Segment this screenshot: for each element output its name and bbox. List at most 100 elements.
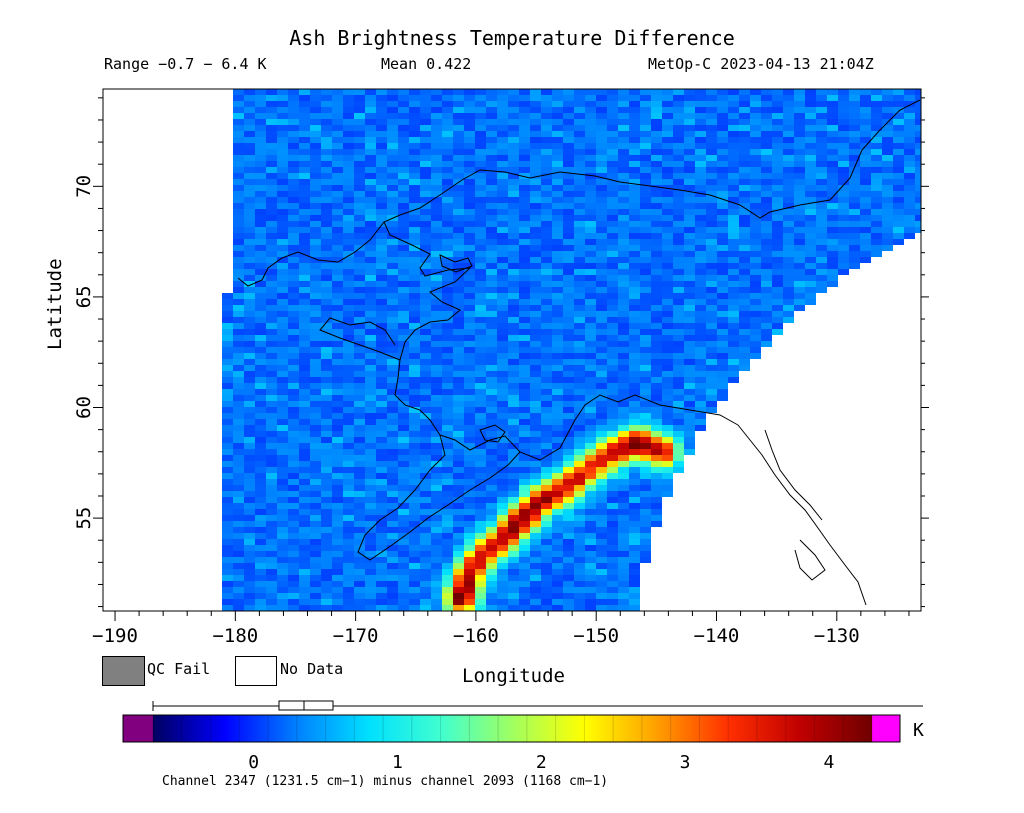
data-cell	[651, 503, 662, 509]
data-cell	[662, 449, 673, 455]
data-cell	[420, 575, 431, 581]
data-cell	[420, 143, 431, 149]
data-cell	[409, 563, 420, 569]
data-cell	[442, 587, 453, 593]
data-cell	[277, 575, 288, 581]
data-cell	[321, 443, 332, 449]
data-cell	[343, 569, 354, 575]
data-cell	[442, 155, 453, 161]
data-cell	[233, 293, 244, 299]
data-cell	[717, 131, 728, 137]
data-cell	[376, 347, 387, 353]
data-cell	[563, 569, 574, 575]
data-cell	[607, 593, 618, 599]
data-cell	[453, 95, 464, 101]
data-cell	[519, 125, 530, 131]
data-cell	[299, 185, 310, 191]
data-cell	[255, 509, 266, 515]
data-cell	[607, 533, 618, 539]
data-cell	[299, 221, 310, 227]
data-cell	[893, 209, 904, 215]
data-cell	[431, 89, 442, 95]
x-tick-label: −130	[814, 625, 860, 647]
data-cell	[431, 455, 442, 461]
data-cell	[321, 215, 332, 221]
data-cell	[343, 431, 354, 437]
data-cell	[222, 521, 233, 527]
data-cell	[585, 461, 596, 467]
data-cell	[519, 587, 530, 593]
data-cell	[365, 203, 376, 209]
data-cell	[343, 485, 354, 491]
data-cell	[816, 143, 827, 149]
data-cell	[640, 299, 651, 305]
data-cell	[673, 107, 684, 113]
data-cell	[398, 137, 409, 143]
data-cell	[750, 341, 761, 347]
data-cell	[651, 341, 662, 347]
data-cell	[486, 443, 497, 449]
data-cell	[431, 419, 442, 425]
data-cell	[266, 437, 277, 443]
data-cell	[849, 161, 860, 167]
data-cell	[673, 179, 684, 185]
data-cell	[376, 407, 387, 413]
data-cell	[244, 341, 255, 347]
data-cell	[530, 191, 541, 197]
data-cell	[629, 197, 640, 203]
data-cell	[695, 377, 706, 383]
data-cell	[442, 605, 453, 611]
data-cell	[244, 479, 255, 485]
data-cell	[585, 149, 596, 155]
data-cell	[398, 539, 409, 545]
data-cell	[662, 329, 673, 335]
data-cell	[662, 209, 673, 215]
data-cell	[574, 107, 585, 113]
data-cell	[673, 419, 684, 425]
data-cell	[486, 149, 497, 155]
data-cell	[728, 233, 739, 239]
data-cell	[640, 239, 651, 245]
data-cell	[530, 137, 541, 143]
data-cell	[464, 323, 475, 329]
data-cell	[673, 239, 684, 245]
data-cell	[365, 329, 376, 335]
data-cell	[563, 485, 574, 491]
data-cell	[673, 137, 684, 143]
data-cell	[453, 407, 464, 413]
data-cell	[530, 443, 541, 449]
data-cell	[332, 329, 343, 335]
data-cell	[255, 527, 266, 533]
data-cell	[365, 125, 376, 131]
data-cell	[530, 179, 541, 185]
data-cell	[805, 119, 816, 125]
data-cell	[717, 149, 728, 155]
data-cell	[860, 245, 871, 251]
data-cell	[816, 221, 827, 227]
data-cell	[310, 467, 321, 473]
data-cell	[530, 473, 541, 479]
data-cell	[618, 389, 629, 395]
data-cell	[321, 209, 332, 215]
data-cell	[398, 389, 409, 395]
data-cell	[640, 407, 651, 413]
data-cell	[651, 389, 662, 395]
data-cell	[629, 401, 640, 407]
data-cell	[409, 413, 420, 419]
data-cell	[882, 167, 893, 173]
data-cell	[651, 491, 662, 497]
data-cell	[222, 317, 233, 323]
data-cell	[552, 509, 563, 515]
data-cell	[299, 299, 310, 305]
data-cell	[904, 209, 915, 215]
data-cell	[717, 89, 728, 95]
data-cell	[695, 221, 706, 227]
data-cell	[376, 353, 387, 359]
data-cell	[530, 509, 541, 515]
data-cell	[255, 209, 266, 215]
data-cell	[409, 131, 420, 137]
data-cell	[563, 575, 574, 581]
data-cell	[552, 95, 563, 101]
data-cell	[563, 221, 574, 227]
data-cell	[497, 425, 508, 431]
